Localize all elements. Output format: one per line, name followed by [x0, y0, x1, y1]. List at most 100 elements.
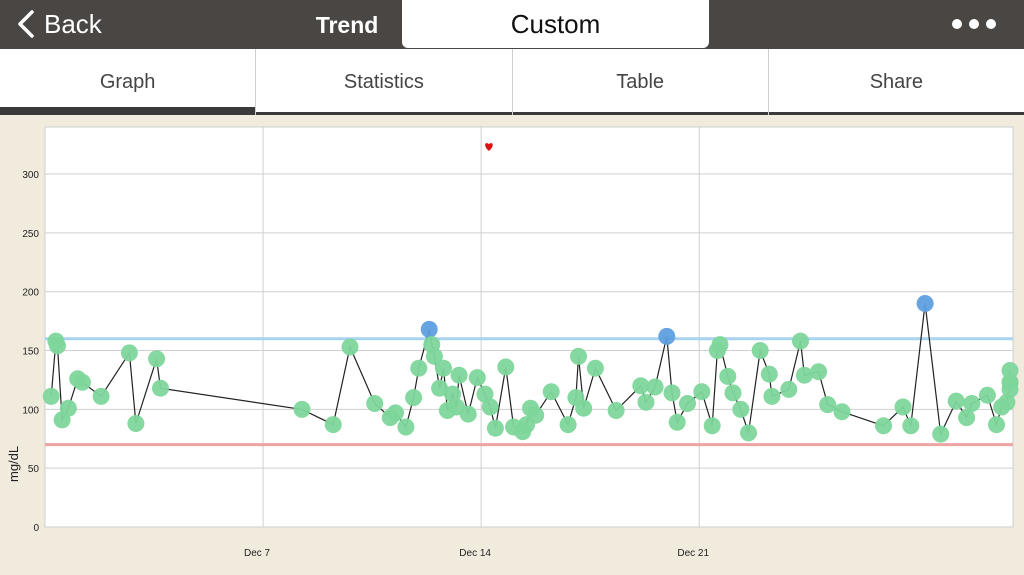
reading-point[interactable]	[1001, 373, 1019, 391]
reading-point[interactable]	[663, 384, 681, 402]
reading-point[interactable]	[405, 389, 423, 407]
reading-point[interactable]	[59, 399, 77, 417]
reading-point[interactable]	[148, 350, 166, 368]
reading-point[interactable]	[763, 387, 781, 405]
y-tick-label: 150	[22, 347, 39, 358]
reading-point[interactable]	[711, 336, 729, 354]
reading-point[interactable]	[795, 366, 813, 384]
reading-point[interactable]	[425, 347, 443, 365]
tab-statistics[interactable]: Statistics	[256, 49, 513, 115]
reading-point[interactable]	[366, 395, 384, 412]
reading-point[interactable]	[810, 363, 828, 381]
reading-point[interactable]	[958, 409, 976, 427]
tab-graph[interactable]: Graph	[0, 49, 257, 115]
reading-point[interactable]	[875, 417, 892, 435]
reading-point[interactable]	[632, 377, 650, 395]
reading-point[interactable]	[120, 344, 138, 362]
reading-point[interactable]	[740, 424, 757, 442]
tab-underline	[256, 112, 512, 115]
reading-point[interactable]	[607, 402, 625, 419]
y-tick-label: 200	[22, 288, 39, 299]
reading-point[interactable]	[293, 400, 311, 418]
reading-point[interactable]	[668, 413, 686, 431]
reading-point[interactable]	[637, 393, 655, 411]
reading-point[interactable]	[719, 367, 737, 385]
tab-underline	[512, 112, 768, 115]
x-tick-label: Dec 14	[459, 548, 491, 559]
heart-icon[interactable]	[485, 143, 493, 151]
reading-point[interactable]	[431, 379, 449, 397]
glucose-trend-chart[interactable]: 0 50 100 150 200 250 300 Dec 7 Dec 14 Dec 21 mg/d…	[0, 115, 1024, 575]
reading-point[interactable]	[341, 338, 359, 356]
reading-point[interactable]	[978, 386, 996, 404]
more-options-button[interactable]	[952, 16, 996, 32]
reading-point[interactable]	[988, 416, 1005, 434]
reading-point[interactable]	[998, 393, 1016, 411]
reading-point[interactable]	[833, 403, 851, 421]
ellipsis-icon	[969, 19, 979, 29]
segment-trend[interactable]: Trend	[315, 11, 379, 38]
chart-svg: 0 50 100 150 200 250 300 Dec 7 Dec 14 Dec 21	[22, 126, 1019, 559]
tab-share[interactable]: Share	[768, 49, 1024, 115]
reading-point[interactable]	[542, 383, 560, 401]
reading-point[interactable]	[703, 417, 721, 435]
reading-point[interactable]	[792, 332, 809, 350]
high-reading-point[interactable]	[658, 327, 676, 345]
reading-point[interactable]	[947, 392, 965, 410]
reading-point[interactable]	[42, 387, 60, 405]
segment-custom[interactable]: Custom	[402, 0, 709, 48]
reading-point[interactable]	[73, 373, 91, 391]
y-tick-label: 300	[22, 170, 39, 181]
reading-point[interactable]	[49, 337, 66, 355]
plot-area	[45, 127, 1013, 527]
tab-underline	[0, 107, 256, 115]
reading-point[interactable]	[894, 398, 912, 416]
reading-point[interactable]	[1001, 362, 1019, 379]
reading-point[interactable]	[646, 378, 664, 396]
reading-point[interactable]	[152, 379, 169, 397]
reading-point[interactable]	[575, 399, 593, 417]
reading-point[interactable]	[586, 359, 604, 377]
reading-point[interactable]	[497, 358, 515, 376]
reading-point[interactable]	[481, 398, 499, 416]
reading-point[interactable]	[724, 384, 742, 402]
reading-point[interactable]	[459, 405, 477, 423]
reading-point[interactable]	[486, 419, 504, 437]
tab-table[interactable]: Table	[512, 49, 769, 115]
tab-bar: Graph Statistics Table Share	[0, 49, 1024, 115]
reading-point[interactable]	[780, 380, 798, 398]
reading-point[interactable]	[397, 418, 415, 436]
reading-point[interactable]	[751, 342, 769, 359]
reading-point[interactable]	[476, 385, 494, 403]
reading-point[interactable]	[450, 366, 468, 384]
reading-point[interactable]	[435, 359, 452, 377]
reading-point[interactable]	[732, 400, 750, 418]
high-reading-point[interactable]	[420, 320, 438, 338]
reading-point[interactable]	[963, 395, 981, 412]
reading-point[interactable]	[468, 369, 486, 387]
reading-point[interactable]	[902, 417, 920, 435]
reading-point[interactable]	[324, 416, 342, 434]
reading-point[interactable]	[387, 404, 404, 422]
tab-label: Share	[869, 70, 924, 93]
y-tick-label: 250	[22, 229, 39, 240]
reading-point[interactable]	[679, 395, 696, 412]
reading-point[interactable]	[932, 425, 950, 443]
high-reading-point[interactable]	[916, 295, 934, 312]
reading-point[interactable]	[693, 383, 711, 401]
plot-border	[44, 126, 1014, 528]
reading-point[interactable]	[410, 359, 428, 377]
tab-underline	[768, 112, 1024, 115]
reading-point[interactable]	[127, 415, 145, 432]
reading-point[interactable]	[570, 347, 587, 365]
ellipsis-icon	[952, 19, 962, 29]
reading-point[interactable]	[444, 385, 462, 403]
y-tick-label: 50	[28, 464, 40, 475]
reading-point[interactable]	[559, 416, 577, 434]
reading-point[interactable]	[92, 387, 110, 405]
reading-point[interactable]	[760, 365, 778, 383]
back-button[interactable]: Back	[16, 6, 102, 42]
series-line	[50, 303, 1011, 437]
reading-point[interactable]	[819, 396, 837, 414]
reading-point[interactable]	[527, 406, 545, 424]
